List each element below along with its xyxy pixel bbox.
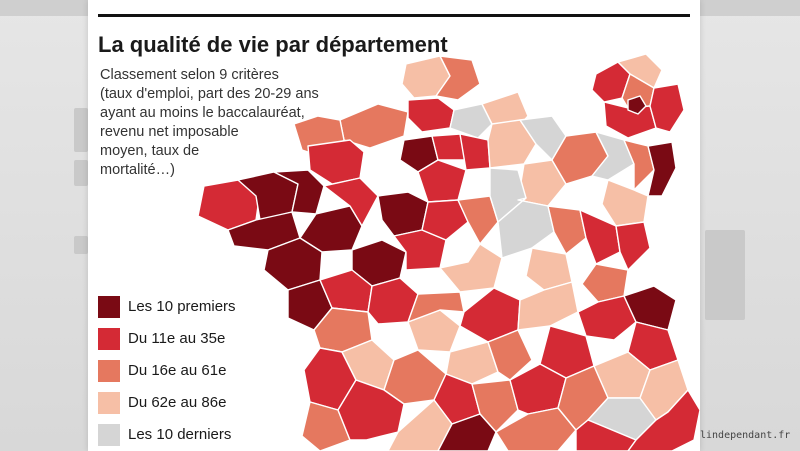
- department-region: [547, 205, 587, 255]
- department-region: [647, 141, 677, 197]
- department-region: [449, 103, 493, 139]
- department-region: [439, 243, 503, 293]
- department-region: [417, 159, 467, 203]
- department-region: [337, 379, 405, 441]
- idf-inset-region: [627, 95, 647, 115]
- legend-item-bottom10: Les 10 derniers: [98, 424, 298, 446]
- department-region: [445, 341, 499, 385]
- background-ghost-block: [74, 160, 88, 186]
- subtitle-line: (taux d'emploi, part des 20-29 ans: [100, 86, 319, 102]
- legend-item-16-61: Du 16e au 61e: [98, 360, 298, 382]
- department-region: [459, 133, 491, 171]
- top-rule: [98, 14, 690, 17]
- legend-item-62-86: Du 62e au 86e: [98, 392, 298, 414]
- subtitle-line: ayant au moins le baccalauréat,: [100, 105, 305, 121]
- legend-swatch: [98, 424, 120, 446]
- map-subtitle: Classement selon 9 critères (taux d'empl…: [100, 66, 362, 180]
- department-region: [627, 389, 700, 451]
- background-ghost-block: [74, 236, 88, 254]
- department-region: [471, 379, 519, 433]
- background-ghost-block: [74, 108, 88, 152]
- department-region: [323, 177, 379, 227]
- legend-item-11-35: Du 11e au 35e: [98, 328, 298, 350]
- legend-label: Les 10 premiers: [128, 298, 236, 315]
- department-region: [615, 221, 651, 271]
- department-region: [457, 195, 499, 245]
- subtitle-line: Classement selon 9 critères: [100, 67, 279, 83]
- department-region: [407, 291, 465, 323]
- idf-inset-region: [617, 53, 663, 89]
- department-region: [601, 179, 649, 227]
- subtitle-line: mortalité…): [100, 162, 175, 178]
- department-region: [575, 419, 637, 451]
- department-region: [435, 55, 481, 101]
- legend-label: Les 10 derniers: [128, 426, 232, 443]
- department-region: [623, 139, 655, 191]
- source-watermark: lindependant.fr: [700, 430, 791, 441]
- legend-label: Du 62e au 86e: [128, 394, 227, 411]
- france-map: [197, 53, 700, 451]
- department-region: [487, 329, 533, 381]
- department-region: [623, 285, 677, 331]
- department-region: [437, 413, 497, 451]
- department-region: [377, 191, 429, 237]
- department-region: [407, 97, 455, 133]
- department-region: [517, 281, 579, 331]
- department-region: [421, 199, 469, 241]
- legend-label: Du 11e au 35e: [128, 330, 226, 347]
- legend-swatch: [98, 328, 120, 350]
- map-title: La qualité de vie par département: [98, 32, 448, 57]
- legend-label: Du 16e au 61e: [128, 362, 227, 379]
- map-card: La qualité de vie par département Classe…: [88, 0, 700, 451]
- legend-swatch: [98, 360, 120, 382]
- subtitle-line: moyen, taux de: [100, 143, 200, 159]
- legend-swatch: [98, 392, 120, 414]
- legend-item-top10: Les 10 premiers: [98, 296, 298, 318]
- subtitle-line: revenu net imposable: [100, 124, 239, 140]
- background-ghost-block: [705, 230, 745, 320]
- department-region: [579, 209, 621, 265]
- department-region: [301, 401, 351, 451]
- idf-inset-region: [649, 83, 685, 133]
- legend-swatch: [98, 296, 120, 318]
